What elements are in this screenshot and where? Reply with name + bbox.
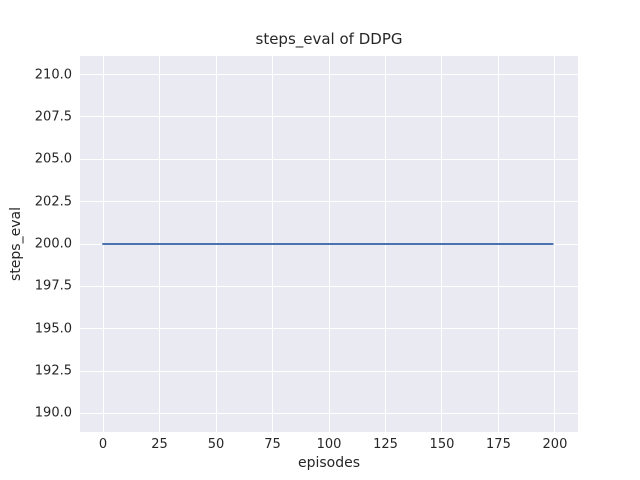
x-tick-label: 125 (373, 437, 398, 452)
series-plot (102, 243, 554, 245)
x-tick-label: 150 (429, 437, 455, 452)
y-tick-label: 202.5 (34, 194, 72, 210)
x-tick-label: 100 (316, 437, 342, 452)
y-tick-label: 210.0 (34, 67, 72, 83)
y-tick-label: 197.5 (34, 278, 72, 294)
x-tick-label: 200 (542, 437, 568, 452)
y-tick-label: 207.5 (34, 109, 72, 125)
y-tick-label: 192.5 (34, 363, 72, 379)
x-tick-label: 75 (264, 437, 281, 452)
y-tick-label: 200.0 (34, 236, 72, 252)
y-tick-label: 195.0 (34, 321, 72, 337)
y-tick-label: 205.0 (34, 151, 72, 167)
plot-area (80, 56, 578, 432)
y-tick-label: 190.0 (34, 405, 72, 421)
x-tick-label: 175 (486, 437, 511, 452)
x-tick-label: 50 (207, 437, 225, 452)
x-tick-label: 25 (151, 437, 168, 452)
x-tick-label: 0 (98, 437, 108, 452)
gridline-vertical (554, 56, 556, 432)
chart-title: steps_eval of DDPG (255, 30, 403, 48)
y-axis-label: steps_eval (8, 207, 24, 281)
x-axis-label: episodes (297, 455, 361, 471)
